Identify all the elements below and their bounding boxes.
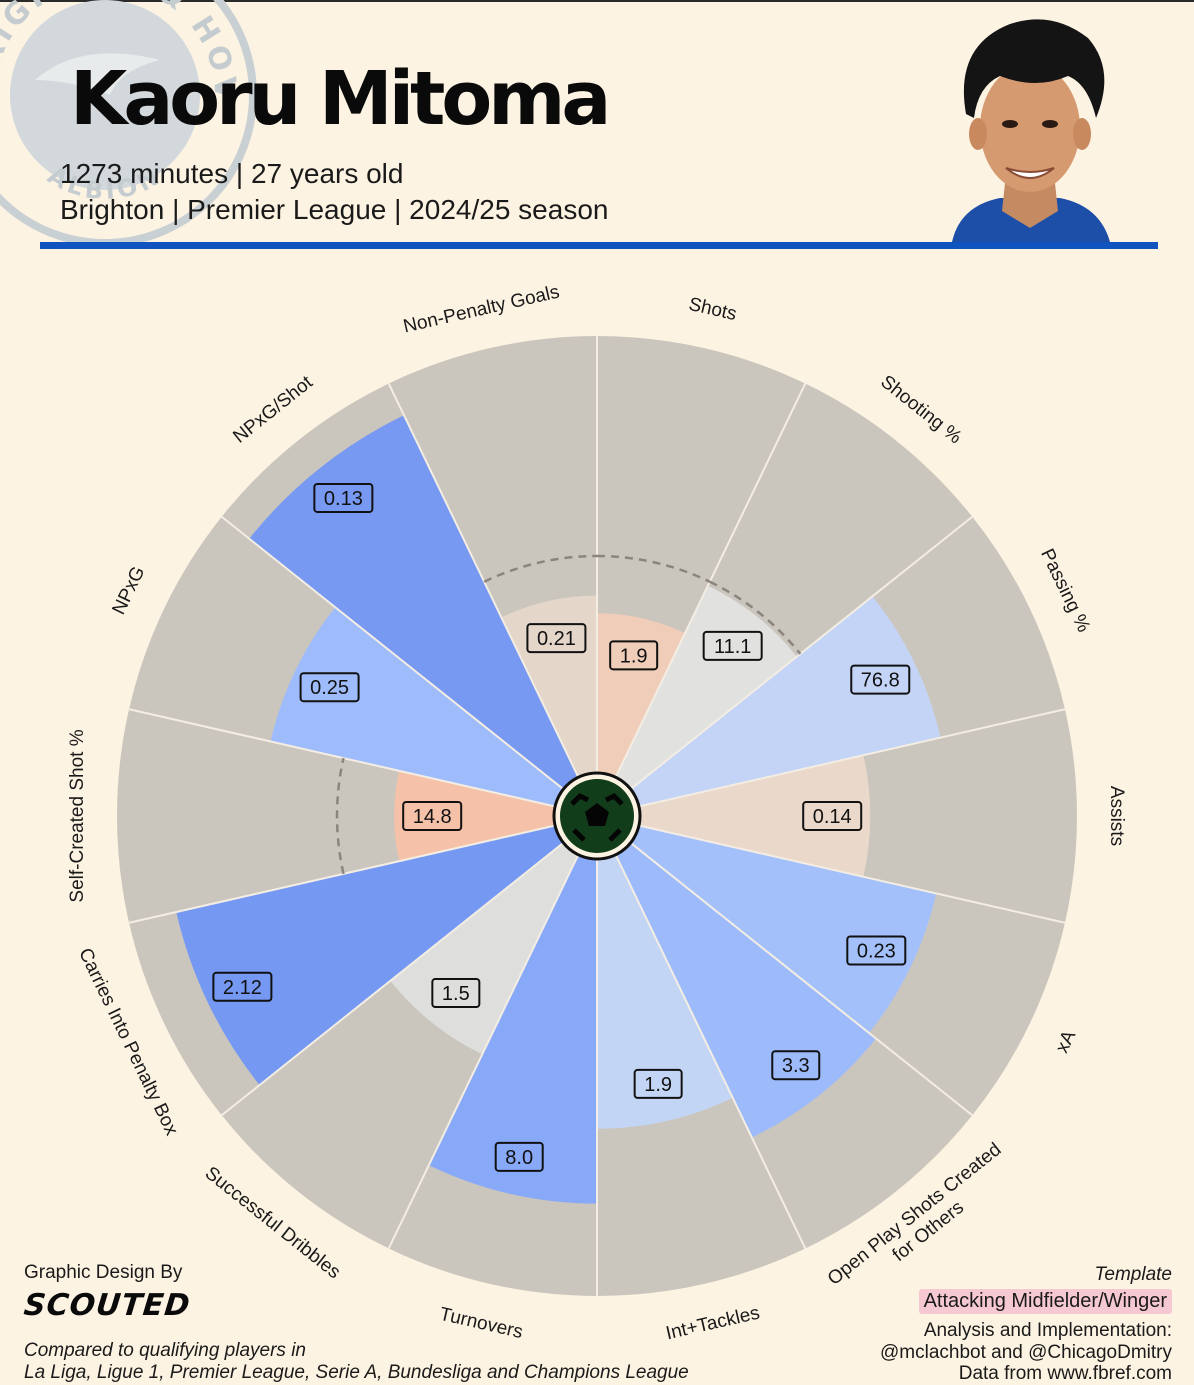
comparison-line-1: Compared to qualifying players in [24, 1340, 306, 1361]
value-label: 0.21 [526, 623, 587, 654]
axis-label: NPxG [108, 563, 149, 618]
analysis-credit-label: Analysis and Implementation: [923, 1320, 1172, 1341]
axis-label: Non-Penalty Goals [401, 282, 561, 338]
pizza-reference-ring [335, 554, 802, 875]
value-label: 11.1 [702, 630, 763, 661]
value-wedge [635, 755, 871, 877]
axis-label: Shots [687, 294, 739, 325]
value-wedge [428, 852, 597, 1204]
value-wedge [270, 607, 566, 808]
scouted-logo: SCOUTED [22, 1288, 193, 1323]
svg-text:3.3: 3.3 [782, 1055, 810, 1077]
pizza-center [552, 771, 642, 861]
player-photo [952, 19, 1110, 242]
player-minutes-age: 1273 minutes | 27 years old [60, 158, 404, 189]
svg-text:0.23: 0.23 [857, 941, 896, 963]
reference-arc [335, 757, 345, 875]
spoke-line [635, 707, 1067, 809]
axis-label: Passing % [1036, 546, 1094, 636]
value-label: 76.8 [850, 664, 911, 695]
spoke-line [627, 840, 974, 1117]
value-wedge [628, 824, 937, 1033]
value-label: 2.12 [212, 971, 273, 1002]
value-label: 8.0 [494, 1141, 544, 1172]
design-credit: Graphic Design By [24, 1262, 183, 1283]
value-wedge [597, 852, 733, 1129]
spoke-line [387, 382, 581, 781]
spoke-line [387, 851, 581, 1250]
value-wedge [394, 770, 559, 862]
reference-arc [596, 554, 711, 583]
svg-text:1.9: 1.9 [644, 1074, 672, 1096]
svg-text:14.8: 14.8 [413, 806, 452, 828]
spoke-line [635, 823, 1067, 925]
reference-arc [709, 580, 802, 655]
value-label: 1.5 [431, 978, 481, 1009]
value-label: 0.25 [299, 672, 360, 703]
club-crest-watermark: BRIGHTON & HOVE ALBION [0, 0, 257, 247]
axis-label: Assists [1106, 786, 1127, 846]
header-divider [40, 242, 1158, 249]
reference-arc [483, 554, 598, 583]
svg-text:1.9: 1.9 [620, 645, 648, 667]
value-label: 14.8 [402, 801, 463, 831]
data-source: Data from www.fbref.com [958, 1363, 1172, 1384]
player-club-league-season: Brighton | Premier League | 2024/25 seas… [60, 194, 609, 225]
svg-text:8.0: 8.0 [505, 1147, 533, 1169]
spoke-line [220, 840, 567, 1117]
player-name: Kaoru Mitoma [70, 56, 611, 142]
svg-text:0.14: 0.14 [813, 806, 852, 828]
value-label: 0.23 [846, 935, 907, 966]
axis-label: Int+Tackles [664, 1303, 762, 1345]
svg-text:2.12: 2.12 [223, 977, 262, 999]
value-label: 0.14 [802, 801, 863, 831]
analysis-credit-handles: @mclachbot and @ChicagoDmitry [879, 1342, 1172, 1363]
svg-text:76.8: 76.8 [861, 670, 900, 692]
template-label: Template [1094, 1264, 1172, 1285]
pizza-value-wedges [176, 415, 941, 1204]
value-label: 3.3 [771, 1050, 821, 1081]
comparison-line-2: La Liga, Ligue 1, Premier League, Serie … [24, 1362, 689, 1383]
axis-label: xA [1052, 1027, 1081, 1056]
pizza-value-labels: 0.21 1.9 11.1 76.8 0.14 0.23 3.3 1.9 8.0 1.5 2.12 1… [212, 482, 911, 1172]
svg-text:0.21: 0.21 [537, 628, 576, 650]
template-badge: Attacking Midfielder/Winger [918, 1289, 1172, 1314]
svg-text:0.25: 0.25 [310, 677, 349, 699]
value-label: 1.9 [633, 1068, 683, 1099]
spoke-line [613, 851, 807, 1250]
axis-label: Turnovers [437, 1304, 524, 1343]
svg-text:0.13: 0.13 [324, 488, 363, 510]
top-border-line [0, 0, 1194, 2]
svg-text:11.1: 11.1 [714, 636, 751, 658]
spoke-line [220, 515, 567, 792]
value-label: 0.13 [313, 482, 374, 513]
axis-label: Self-Created Shot % [67, 729, 88, 902]
spoke-line [627, 515, 974, 792]
value-label: 1.9 [609, 640, 659, 671]
svg-text:1.5: 1.5 [442, 983, 470, 1005]
